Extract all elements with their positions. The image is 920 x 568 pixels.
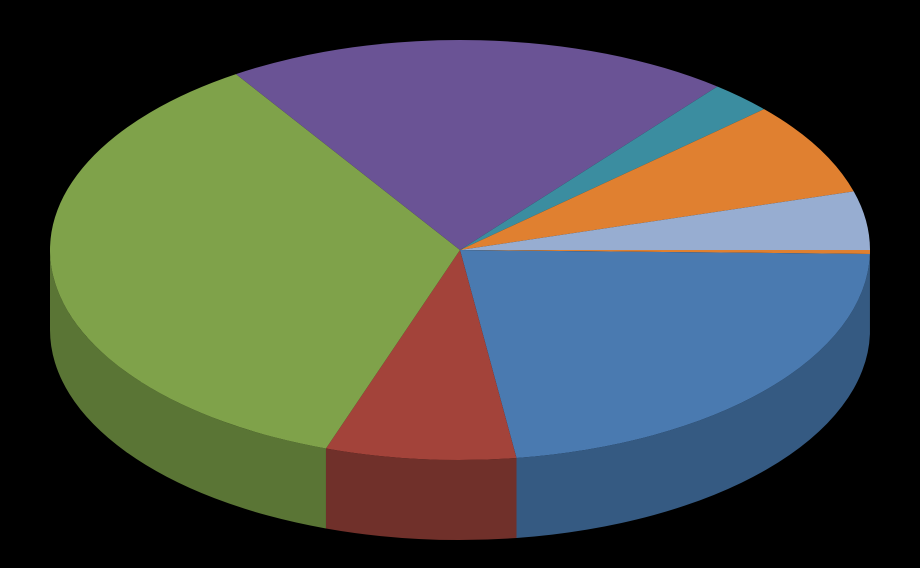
pie-chart-svg — [0, 0, 920, 568]
pie-wall-dark-red — [326, 448, 517, 540]
pie-chart-3d — [0, 0, 920, 568]
